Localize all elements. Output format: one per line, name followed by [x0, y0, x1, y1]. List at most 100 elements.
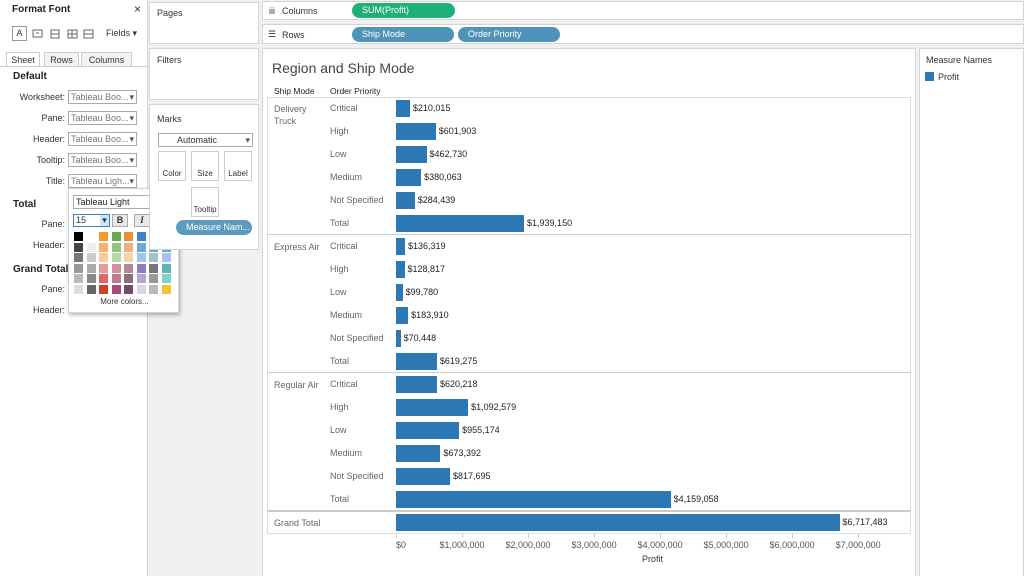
- color-swatch[interactable]: [136, 263, 146, 273]
- color-swatch[interactable]: [86, 274, 96, 283]
- color-swatch[interactable]: [149, 253, 158, 262]
- value-label: $210,015: [412, 103, 451, 113]
- group-label: Express Air: [274, 242, 320, 252]
- fields-button[interactable]: Fields ▾: [106, 28, 138, 38]
- field-label: Pane:: [41, 113, 65, 123]
- field-label: Title:: [45, 176, 65, 186]
- tab[interactable]: Columns: [81, 52, 132, 66]
- color-swatch[interactable]: [86, 232, 96, 241]
- value-label: $620,218: [439, 379, 478, 389]
- value-label: $619,275: [439, 356, 478, 366]
- color-swatch[interactable]: [99, 263, 108, 273]
- color-swatch[interactable]: [124, 253, 133, 262]
- measure-pill[interactable]: Measure Nam...: [176, 220, 252, 235]
- color-swatch[interactable]: [74, 263, 83, 273]
- legend-entry[interactable]: Profit: [938, 72, 960, 82]
- dimension-pill[interactable]: Ship Mode: [352, 27, 454, 42]
- filters-shelf: Filters: [149, 48, 259, 100]
- color-swatch[interactable]: [74, 253, 83, 262]
- x-tick: [528, 534, 530, 538]
- color-swatch[interactable]: [74, 274, 83, 283]
- font-dropdown[interactable]: Tableau Boo...: [68, 90, 137, 104]
- category-label: Low: [330, 287, 347, 297]
- font-dropdown[interactable]: Tableau Boo...: [68, 111, 137, 125]
- font-dropdown[interactable]: Tableau Boo...: [68, 153, 137, 167]
- x-tick-label: $1,000,000: [439, 540, 485, 550]
- color-swatch[interactable]: [136, 274, 146, 283]
- category-label: Critical: [330, 241, 358, 251]
- value-label: $1,939,150: [527, 218, 573, 228]
- value-label: $4,159,058: [673, 494, 719, 504]
- close-button[interactable]: ×: [134, 2, 142, 16]
- size-button[interactable]: Size: [191, 151, 219, 181]
- color-swatch[interactable]: [99, 284, 108, 294]
- color-button[interactable]: Color: [158, 151, 186, 181]
- color-swatch[interactable]: [111, 263, 121, 273]
- fields-label[interactable]: Fields: [106, 28, 131, 38]
- row-header: Ship Mode: [274, 86, 315, 96]
- color-swatch[interactable]: [111, 232, 121, 241]
- color-swatch[interactable]: [136, 232, 146, 241]
- color-swatch[interactable]: [111, 253, 121, 262]
- color-swatch[interactable]: [149, 263, 158, 273]
- font-dropdown[interactable]: Tableau Boo...: [68, 132, 137, 146]
- color-swatch[interactable]: [86, 263, 96, 273]
- bar: [396, 421, 460, 439]
- color-swatch[interactable]: [124, 232, 133, 241]
- color-swatch[interactable]: [136, 242, 146, 252]
- color-swatch[interactable]: [149, 284, 158, 294]
- bar: [396, 168, 422, 186]
- color-swatch[interactable]: [74, 242, 83, 252]
- more-colors[interactable]: More colors...: [100, 297, 149, 306]
- color-swatch[interactable]: [111, 284, 121, 294]
- font-button[interactable]: A: [12, 26, 27, 41]
- x-tick-label: $3,000,000: [571, 540, 617, 550]
- color-swatch[interactable]: [124, 263, 133, 273]
- category-label: Medium: [330, 448, 363, 458]
- color-swatch[interactable]: [99, 274, 108, 283]
- color-swatch[interactable]: [86, 284, 96, 294]
- font-dropdown[interactable]: Tableau Ligh...: [68, 174, 137, 188]
- value-label: $673,392: [443, 448, 481, 458]
- section-title: Default: [13, 71, 47, 82]
- color-swatch[interactable]: [124, 284, 133, 294]
- field-label: Header:: [32, 240, 65, 250]
- color-swatch[interactable]: [74, 284, 83, 294]
- color-swatch[interactable]: [149, 274, 158, 283]
- category-label: Medium: [330, 310, 363, 320]
- color-swatch[interactable]: [99, 242, 108, 252]
- bar: [396, 490, 671, 508]
- color-swatch[interactable]: [161, 284, 171, 294]
- bold-button[interactable]: B: [112, 214, 128, 227]
- color-swatch[interactable]: [161, 274, 171, 283]
- font-size-box[interactable]: 15 ▾: [73, 214, 110, 227]
- tab[interactable]: Sheet: [6, 52, 40, 66]
- format-toolbar[interactable]: [31, 27, 97, 40]
- font-size[interactable]: 15: [76, 215, 87, 225]
- color-swatch[interactable]: [124, 242, 133, 252]
- field-label: Tooltip:: [36, 155, 65, 165]
- chart-title: Region and Ship Mode: [272, 60, 415, 76]
- color-swatch[interactable]: [99, 232, 108, 241]
- mark-type[interactable]: Automatic: [158, 133, 253, 147]
- color-swatch[interactable]: [99, 253, 108, 262]
- tooltip-button[interactable]: Tooltip: [191, 187, 219, 217]
- color-swatch[interactable]: [86, 242, 96, 252]
- dimension-pill[interactable]: Order Priority: [458, 27, 560, 42]
- color-swatch[interactable]: [74, 232, 83, 241]
- color-swatch[interactable]: [86, 253, 96, 262]
- tab[interactable]: Rows: [44, 52, 79, 66]
- color-swatch[interactable]: [136, 253, 146, 262]
- group-label: Regular Air: [274, 380, 319, 390]
- color-swatch[interactable]: [136, 284, 146, 294]
- color-swatch[interactable]: [111, 274, 121, 283]
- category-label: Low: [330, 425, 347, 435]
- color-swatch[interactable]: [124, 274, 133, 283]
- color-swatch[interactable]: [161, 253, 171, 262]
- section-title: Grand Total: [13, 264, 69, 275]
- color-swatch[interactable]: [161, 263, 171, 273]
- color-swatch[interactable]: [111, 242, 121, 252]
- label-button[interactable]: Label: [224, 151, 252, 181]
- measure-pill[interactable]: SUM(Profit): [352, 3, 455, 18]
- italic-button[interactable]: I: [134, 214, 150, 227]
